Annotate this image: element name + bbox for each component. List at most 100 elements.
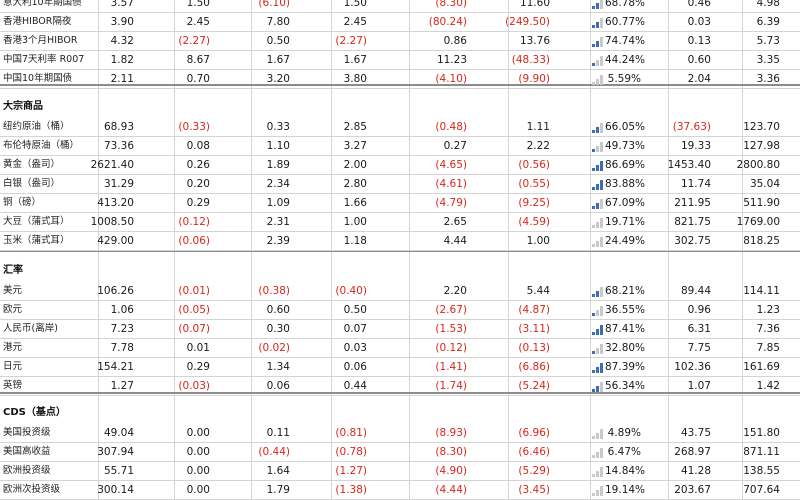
row-label: 黄金（盎司）: [3, 159, 61, 170]
value-cell: 1.34: [266, 361, 290, 373]
value-cell: (249.50): [505, 16, 550, 28]
range-min-cell: 19.33: [680, 140, 711, 152]
value-cell: 2.11: [110, 73, 134, 85]
signal-bars-icon: [592, 37, 604, 47]
value-cell: (0.03): [178, 380, 210, 392]
value-cell: 1008.50: [90, 216, 134, 228]
range-max-cell: 5.73: [756, 35, 780, 47]
table-row: 港元 7.78 0.01 (0.02) 0.03 (0.12) (0.13) 32.80% 7.…: [0, 339, 800, 358]
value-cell: 2.39: [266, 235, 290, 247]
value-cell: (0.40): [335, 285, 367, 297]
value-cell: 2.34: [266, 178, 290, 190]
percentile-cell: 32.80%: [605, 342, 646, 354]
range-min-cell: 0.13: [687, 35, 711, 47]
signal-bars-icon: [592, 287, 604, 297]
row-label: 纽约原油（桶）: [3, 121, 70, 132]
signal-bars-icon: [592, 363, 604, 373]
signal-bars-icon: [592, 218, 604, 228]
value-cell: 0.29: [186, 361, 210, 373]
range-max-cell: 3.36: [756, 73, 780, 85]
signal-bars-icon: [592, 75, 604, 85]
range-max-cell: 818.25: [743, 235, 780, 247]
signal-bars-icon: [592, 382, 604, 392]
section-divider: [0, 250, 800, 252]
row-label: 玉米（蒲式耳）: [3, 235, 70, 246]
percentile-cell: 14.84%: [605, 465, 646, 477]
signal-bars-icon: [592, 0, 604, 9]
row-label: 英镑: [3, 380, 23, 391]
value-cell: 0.60: [266, 304, 290, 316]
percentile-cell: 68.21%: [605, 285, 646, 297]
value-cell: (0.07): [178, 323, 210, 335]
value-cell: (0.12): [435, 342, 467, 354]
value-cell: 3.20: [266, 73, 290, 85]
value-cell: 49.04: [103, 427, 134, 439]
value-cell: 0.33: [266, 121, 290, 133]
value-cell: 3.80: [343, 73, 367, 85]
value-cell: (4.61): [435, 178, 467, 190]
value-cell: 0.86: [443, 35, 467, 47]
row-label: 中国10年期国债: [3, 73, 73, 84]
range-min-cell: 41.28: [680, 465, 711, 477]
section-title: 汇率: [3, 265, 23, 276]
percentile-cell: 74.74%: [605, 35, 646, 47]
value-cell: 7.78: [110, 342, 134, 354]
table-row: 意大利10年期国债 3.57 1.50 (6.10) 1.50 (8.30) 11.60 68…: [0, 0, 800, 13]
value-cell: (0.01): [178, 285, 210, 297]
value-cell: 1.18: [343, 235, 367, 247]
range-max-cell: 161.69: [743, 361, 780, 373]
row-label: 欧洲次投资级: [3, 484, 61, 495]
value-cell: 73.36: [103, 140, 134, 152]
value-cell: 0.50: [343, 304, 367, 316]
table-row: 铜（磅） 413.20 0.29 1.09 1.66 (4.79) (9.25) 67.09%…: [0, 194, 800, 213]
table-row: 人民币(离岸) 7.23 (0.07) 0.30 0.07 (1.53) (3.11) 87.…: [0, 320, 800, 339]
signal-bars-icon: [592, 142, 604, 152]
signal-bars-icon: [592, 56, 604, 66]
value-cell: 1.64: [266, 465, 290, 477]
value-cell: 2.45: [186, 16, 210, 28]
value-cell: 413.20: [97, 197, 134, 209]
value-cell: 1.27: [110, 380, 134, 392]
row-label: 欧洲投资级: [3, 465, 51, 476]
value-cell: (0.55): [518, 178, 550, 190]
range-min-cell: 11.74: [680, 178, 711, 190]
value-cell: 13.76: [519, 35, 550, 47]
percentile-cell: 87.39%: [605, 361, 646, 373]
range-max-cell: 1.42: [756, 380, 780, 392]
value-cell: (4.87): [518, 304, 550, 316]
value-cell: (1.74): [435, 380, 467, 392]
range-min-cell: (37.63): [672, 121, 711, 133]
table-row: 美国高收益 307.94 0.00 (0.44) (0.78) (8.30) (6.46) 6…: [0, 443, 800, 462]
percentile-cell: 66.05%: [605, 121, 646, 133]
row-label: 大豆（蒲式耳）: [3, 216, 70, 227]
percentile-cell: 67.09%: [605, 197, 646, 209]
row-label: 美国投资级: [3, 427, 51, 438]
value-cell: 4.44: [443, 235, 467, 247]
value-cell: (6.46): [518, 446, 550, 458]
value-cell: (8.93): [435, 427, 467, 439]
range-max-cell: 4.98: [756, 0, 780, 9]
range-max-cell: 7.85: [756, 342, 780, 354]
range-min-cell: 102.36: [674, 361, 711, 373]
value-cell: 3.57: [110, 0, 134, 9]
row-label: 香港3个月HIBOR: [3, 35, 78, 46]
value-cell: 2.65: [443, 216, 467, 228]
value-cell: 307.94: [97, 446, 134, 458]
value-cell: (2.27): [335, 35, 367, 47]
range-min-cell: 7.75: [687, 342, 711, 354]
value-cell: 0.00: [186, 446, 210, 458]
value-cell: 1.50: [186, 0, 210, 9]
value-cell: 2.31: [266, 216, 290, 228]
value-cell: 0.70: [186, 73, 210, 85]
value-cell: 2.20: [443, 285, 467, 297]
value-cell: 1.09: [266, 197, 290, 209]
table-row: 中国10年期国债 2.11 0.70 3.20 3.80 (4.10) (9.90) 5.59…: [0, 70, 800, 89]
range-min-cell: 0.46: [687, 0, 711, 9]
signal-bars-icon: [592, 180, 604, 190]
value-cell: 0.07: [343, 323, 367, 335]
value-cell: (3.11): [518, 323, 550, 335]
range-max-cell: 138.55: [743, 465, 780, 477]
value-cell: 1.67: [266, 54, 290, 66]
value-cell: 2.80: [343, 178, 367, 190]
percentile-cell: 5.59%: [607, 73, 641, 85]
